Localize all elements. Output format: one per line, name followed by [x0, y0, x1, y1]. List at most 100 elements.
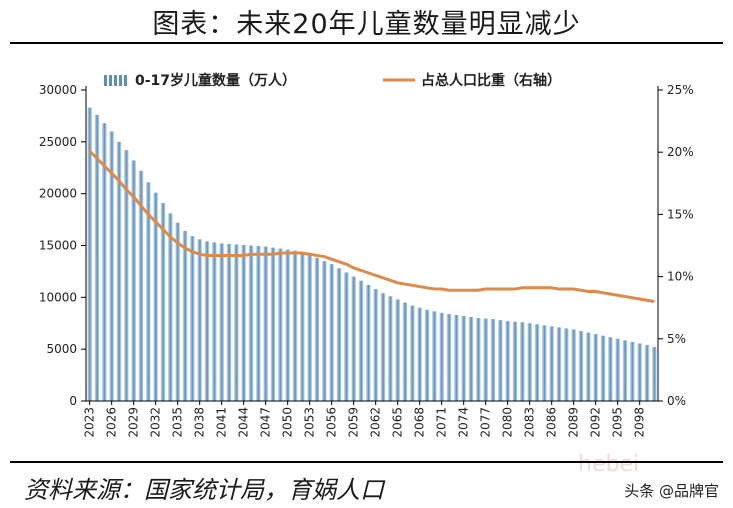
title-rule	[10, 42, 723, 44]
bar	[571, 329, 576, 401]
bar	[542, 325, 547, 401]
bar	[410, 305, 415, 401]
bar	[307, 254, 312, 401]
bar	[512, 321, 518, 401]
bar	[94, 114, 100, 401]
x-tick-label: 2053	[303, 407, 317, 438]
bar	[285, 249, 290, 401]
bar	[336, 268, 342, 401]
x-tick-label: 2068	[413, 407, 427, 438]
source-rule	[10, 461, 723, 463]
x-tick-label: 2074	[457, 407, 471, 438]
x-tick-label: 2083	[523, 407, 537, 438]
bar	[505, 321, 510, 401]
bar	[366, 284, 371, 401]
bar	[124, 150, 129, 401]
bar	[476, 318, 481, 401]
legend-bar-label: 0-17岁儿童数量（万人）	[135, 72, 296, 89]
x-tick-label: 2032	[149, 407, 163, 438]
left-tick-label: 0	[69, 394, 77, 408]
bar	[454, 314, 459, 401]
bar	[314, 257, 320, 401]
right-tick-label: 10%	[667, 270, 694, 284]
x-tick-label: 2071	[435, 407, 449, 438]
x-tick-label: 2080	[501, 407, 515, 438]
bar	[270, 247, 276, 401]
bar	[417, 307, 422, 401]
bar	[586, 332, 591, 401]
bar	[168, 213, 173, 401]
right-tick-label: 20%	[667, 145, 694, 159]
bar	[637, 343, 642, 401]
bar	[578, 331, 584, 401]
x-tick-label: 2095	[611, 407, 625, 438]
bar	[432, 311, 437, 401]
left-tick-label: 20000	[39, 187, 77, 201]
right-tick-label: 5%	[667, 332, 686, 346]
bar	[439, 312, 444, 401]
bar	[498, 320, 503, 401]
x-tick-label: 2092	[589, 407, 603, 438]
bar	[395, 299, 400, 401]
x-tick-label: 2035	[171, 407, 185, 438]
bar	[380, 293, 386, 401]
bar	[329, 264, 334, 401]
bar	[234, 244, 239, 401]
bar	[615, 338, 620, 401]
x-tick-label: 2041	[215, 407, 229, 438]
bar	[226, 243, 232, 401]
bar	[87, 107, 92, 401]
x-tick-label: 2077	[479, 407, 493, 438]
x-tick-label: 2065	[391, 407, 405, 438]
left-tick-label: 25000	[39, 135, 77, 149]
bar	[248, 245, 254, 401]
bar	[138, 170, 144, 401]
bar	[556, 327, 562, 401]
bar	[263, 246, 268, 401]
bar	[219, 243, 224, 401]
bar	[652, 347, 657, 401]
x-tick-label: 2056	[325, 407, 339, 438]
bar	[461, 315, 466, 401]
bar	[446, 313, 452, 401]
legend-bar-swatch	[104, 75, 107, 86]
bar	[388, 296, 393, 401]
left-tick-label: 30000	[39, 83, 77, 97]
x-tick-label: 2098	[633, 407, 647, 438]
left-tick-label: 10000	[39, 290, 77, 304]
x-tick-label: 2047	[259, 407, 273, 438]
x-tick-label: 2026	[105, 407, 119, 438]
bar	[109, 131, 114, 401]
right-tick-label: 25%	[667, 83, 694, 97]
right-tick-label: 0%	[667, 394, 686, 408]
watermark-badge: 头条 @品牌官	[618, 478, 725, 503]
bar	[153, 192, 158, 401]
right-tick-label: 15%	[667, 207, 694, 221]
x-tick-label: 2038	[193, 407, 207, 438]
x-tick-label: 2023	[83, 407, 97, 438]
bar	[608, 337, 613, 401]
background-watermark: hebei	[578, 452, 640, 477]
share-line	[88, 149, 655, 303]
bar	[292, 250, 298, 401]
x-tick-label: 2044	[237, 407, 251, 438]
bar	[204, 241, 210, 401]
bar	[146, 182, 151, 401]
x-tick-label: 2086	[545, 407, 559, 438]
bar	[483, 318, 488, 401]
bar	[520, 322, 525, 401]
x-tick-label: 2059	[347, 407, 361, 438]
bar	[600, 335, 606, 401]
x-tick-label: 2050	[281, 407, 295, 438]
bar	[160, 202, 166, 401]
legend-bar-swatch	[119, 75, 122, 86]
bar	[549, 326, 554, 401]
legend-bar-swatch	[124, 75, 127, 86]
bar	[256, 246, 261, 401]
x-tick-label: 2062	[369, 407, 383, 438]
bar	[241, 244, 246, 401]
bar	[212, 242, 217, 401]
bar	[344, 272, 349, 401]
chart-title: 图表：未来20年儿童数量明显减少	[152, 9, 581, 40]
bar	[527, 323, 532, 401]
